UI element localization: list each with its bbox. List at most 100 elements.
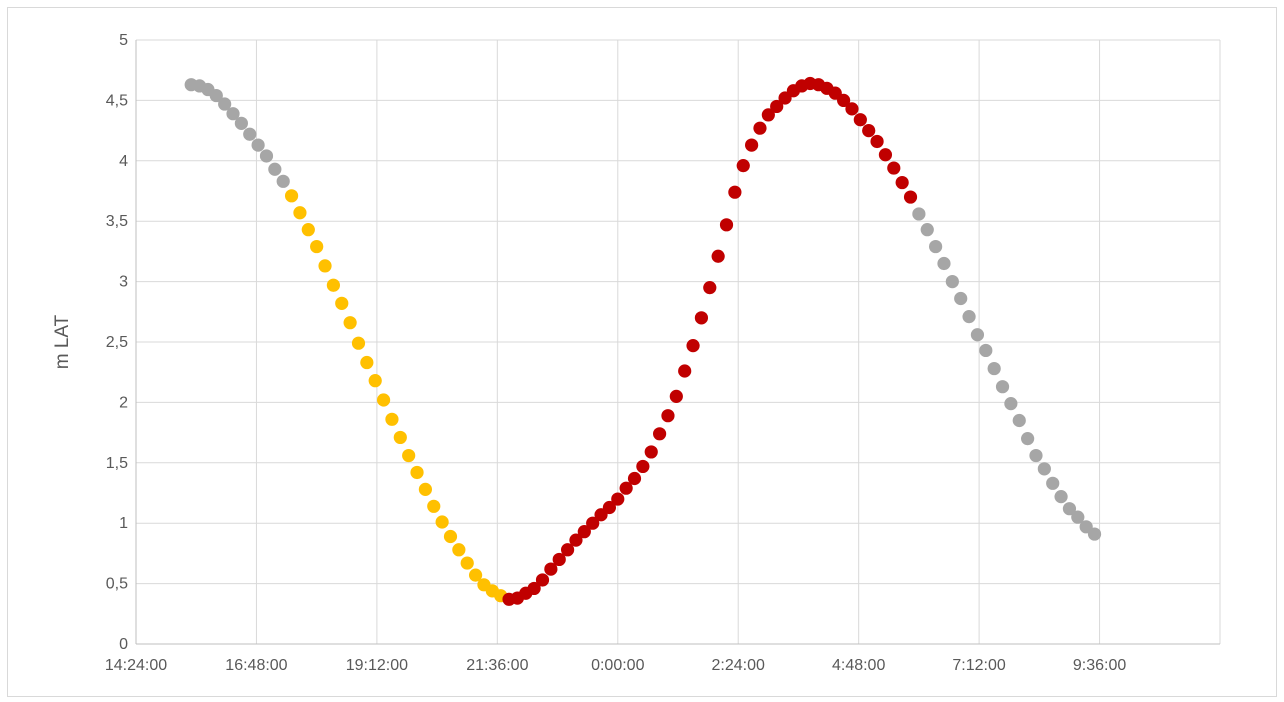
data-point-red [602, 500, 617, 515]
data-point-grey [1012, 413, 1026, 428]
data-point-red [627, 471, 642, 486]
data-point-yellow [284, 189, 299, 203]
data-point-grey [995, 380, 1010, 394]
data-point-grey [979, 343, 993, 358]
y-tick-label: 2,5 [106, 334, 128, 351]
data-point-red [527, 581, 541, 596]
tick-labels: 0 0,5 1 1,5 2 2,5 3 3,5 4 4,5 5 14:24:00 16:48:00 19:… [105, 32, 1126, 674]
y-tick-label: 0 [119, 636, 128, 653]
data-point-red [903, 190, 918, 204]
data-point-yellow [418, 482, 433, 496]
gridlines [136, 39, 1221, 644]
data-point-yellow [443, 529, 458, 544]
data-point-yellow [318, 259, 332, 273]
data-point-red [552, 552, 566, 567]
data-point-grey [1062, 502, 1077, 516]
data-point-red [694, 311, 709, 325]
x-tick-label: 2:24:00 [712, 657, 765, 674]
data-point-red [761, 108, 775, 122]
data-point-red [862, 124, 876, 138]
data-point-red [728, 185, 742, 199]
y-tick-label: 2 [119, 394, 128, 411]
data-point-yellow [343, 316, 357, 330]
x-tick-label: 4:48:00 [832, 657, 885, 674]
data-point-yellow [385, 412, 399, 426]
data-point-grey [251, 138, 265, 152]
data-point-red [652, 427, 667, 441]
data-point-grey [234, 116, 248, 130]
data-point-yellow [376, 393, 391, 407]
data-point-grey [218, 97, 232, 111]
data-point-yellow [293, 206, 307, 220]
data-point-grey [1054, 490, 1068, 504]
data-point-yellow [310, 239, 324, 254]
data-point-grey [945, 275, 959, 289]
data-point-red [586, 516, 600, 530]
data-point-grey [1029, 448, 1043, 463]
data-point-red [719, 218, 734, 232]
data-point-grey [912, 207, 926, 221]
data-point-grey [1021, 432, 1035, 446]
data-point-grey [962, 310, 976, 324]
data-point-grey [1037, 462, 1051, 476]
data-point-grey [268, 162, 282, 176]
data-points [184, 76, 1102, 606]
data-point-grey [1046, 476, 1060, 490]
data-point-yellow [468, 568, 483, 582]
data-point-yellow [335, 296, 349, 310]
x-tick-label: 9:36:00 [1073, 657, 1126, 674]
data-point-red [619, 481, 633, 495]
data-point-grey [226, 107, 240, 121]
data-point-red [636, 459, 650, 474]
data-point-grey [259, 149, 274, 163]
x-tick-label: 19:12:00 [346, 657, 408, 674]
y-tick-label: 1,5 [106, 455, 128, 472]
data-point-yellow [393, 430, 407, 445]
data-point-red [870, 134, 884, 149]
data-point-red [560, 543, 575, 557]
data-point-red [753, 121, 767, 135]
data-point-yellow [360, 355, 374, 370]
data-point-red [770, 99, 784, 114]
data-point-red [837, 93, 851, 107]
data-point-red [853, 113, 867, 127]
data-point-grey [970, 328, 985, 342]
data-point-red [661, 409, 675, 423]
y-tick-label: 4,5 [106, 92, 128, 109]
data-point-red [845, 102, 859, 116]
data-point-yellow [402, 448, 416, 463]
data-point-grey [1087, 527, 1102, 541]
y-tick-label: 5 [119, 32, 128, 49]
data-point-grey [1004, 397, 1018, 411]
data-point-yellow [326, 278, 340, 292]
data-point-red [669, 389, 683, 403]
data-point-grey [276, 174, 290, 188]
data-point-yellow [452, 543, 466, 557]
data-point-red [895, 175, 909, 190]
data-point-red [887, 161, 901, 175]
data-point-grey [243, 127, 257, 141]
data-point-red [686, 339, 700, 353]
data-point-red [736, 159, 750, 173]
data-point-red [745, 138, 759, 152]
x-tick-label: 21:36:00 [466, 657, 528, 674]
y-tick-label: 1 [119, 515, 128, 532]
y-axis-title: m LAT [52, 314, 73, 369]
tide-scatter-chart: 0 0,5 1 1,5 2 2,5 3 3,5 4 4,5 5 14:24:00 16:48:00 19:… [52, 32, 1221, 674]
data-point-yellow [460, 556, 474, 570]
x-tick-label: 0:00:00 [591, 657, 644, 674]
data-point-yellow [427, 499, 441, 513]
data-point-yellow [435, 515, 449, 529]
x-tick-label: 14:24:00 [105, 657, 167, 674]
y-tick-label: 0,5 [106, 576, 128, 593]
data-point-red [703, 281, 717, 295]
y-tick-label: 3,5 [106, 213, 128, 230]
data-point-grey [920, 223, 934, 237]
data-point-red [878, 148, 893, 162]
data-point-grey [954, 291, 968, 306]
y-tick-label: 4 [119, 153, 128, 170]
x-tick-label: 7:12:00 [952, 657, 1005, 674]
data-point-yellow [368, 374, 382, 388]
y-tick-label: 3 [119, 274, 128, 291]
data-point-grey [1071, 510, 1085, 524]
